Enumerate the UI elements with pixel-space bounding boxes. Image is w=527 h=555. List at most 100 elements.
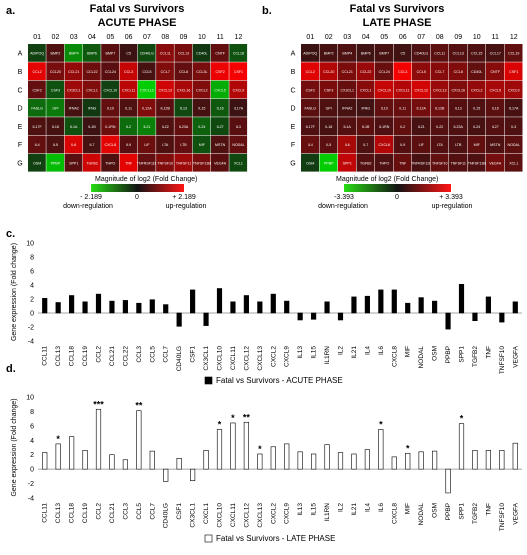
- heatmap-cell: [229, 153, 248, 172]
- cell-gene-label: IL4: [35, 143, 40, 147]
- row-label: B: [18, 69, 23, 76]
- cell-gene-label: CXCL13: [433, 88, 447, 92]
- scale-acute-min: - 2.189: [80, 194, 102, 201]
- significance-marker: ***: [93, 399, 104, 409]
- heatmap-cell: [174, 153, 193, 172]
- cell-gene-label: CD40L: [471, 70, 482, 74]
- cell-gene-label: CCL13: [453, 52, 464, 56]
- bar: [364, 449, 370, 470]
- heatmap-cell: [137, 135, 156, 154]
- y-axis-label: Gene expression (Fold change): [11, 243, 18, 341]
- bar: [445, 312, 451, 330]
- significance-marker: *: [379, 419, 383, 429]
- heatmap-cell: [356, 153, 375, 172]
- heatmap-cell: [319, 153, 338, 172]
- y-tick-label: 2: [30, 297, 34, 304]
- heatmap-cell: [449, 153, 467, 172]
- cell-gene-label: OSM: [306, 161, 314, 165]
- y-tick-label: -4: [28, 496, 34, 503]
- cell-gene-label: CCL21: [68, 70, 79, 74]
- heatmap-cell: [229, 98, 248, 117]
- heatmap-cell: [46, 62, 65, 81]
- cell-gene-label: CXCL10: [377, 88, 391, 92]
- heatmap-cell: [28, 80, 46, 99]
- x-tick-label: TNFSF10: [499, 346, 506, 375]
- heatmap-cell: [449, 98, 467, 117]
- y-tick-label: 6: [30, 269, 34, 276]
- bar: [109, 454, 115, 470]
- heatmap-cell: [229, 117, 248, 135]
- y-tick-label: 0: [30, 467, 34, 474]
- heatmap-cell: [156, 44, 174, 62]
- bar: [472, 450, 478, 470]
- x-tick-label: CCL21: [109, 346, 116, 367]
- y-tick-label: -4: [28, 339, 34, 346]
- x-tick-label: IL6: [378, 503, 385, 512]
- heatmap-cell: [28, 98, 46, 117]
- heatmap-cell: [319, 135, 338, 154]
- heatmap-cell: [504, 98, 523, 117]
- x-tick-label: CXCL8: [391, 346, 398, 367]
- y-tick-label: 8: [30, 255, 34, 262]
- legend-swatch: [204, 534, 213, 543]
- y-tick-label: -2: [28, 325, 34, 332]
- bar-chart-late: Gene expression (Fold change) -4 -2 0 2 4 6 8 10…: [11, 395, 522, 543]
- x-tick-label: CCL3: [136, 346, 143, 363]
- bar: [324, 301, 330, 314]
- heatmap-cell: [467, 98, 486, 117]
- cell-gene-label: IL7: [363, 143, 368, 147]
- x-tick-label: CCL19: [82, 346, 89, 367]
- panel-label-d: d.: [6, 363, 16, 375]
- cell-gene-label: IL23A: [454, 125, 464, 129]
- significance-marker: *: [460, 414, 464, 424]
- bar: [418, 297, 424, 314]
- heatmap-cell: [375, 80, 393, 99]
- cell-gene-label: IL5: [326, 143, 331, 147]
- cell-gene-label: TNFRSF11B: [137, 161, 158, 165]
- cell-gene-label: IL9: [126, 143, 131, 147]
- cell-gene-label: C5: [400, 52, 405, 56]
- cell-gene-label: CSF1: [509, 70, 518, 74]
- heatmap-cell: [356, 80, 375, 99]
- heatmap-cell: [301, 135, 319, 154]
- cell-gene-label: BMP2: [51, 52, 61, 56]
- cell-gene-label: CSF2: [216, 70, 225, 74]
- cell-gene-label: IL13: [455, 107, 462, 111]
- heatmap-cell: [412, 135, 430, 154]
- cell-gene-label: CXCL2: [471, 88, 483, 92]
- x-tick-label: CCL5: [149, 346, 156, 363]
- heatmap-cell: [46, 44, 65, 62]
- heatmap-cell: [192, 98, 211, 117]
- bar: [297, 451, 303, 470]
- x-tick-label: CXCL13: [257, 503, 264, 528]
- x-tick-label: IL15: [311, 503, 318, 516]
- x-tick-label: CCL18: [69, 503, 76, 524]
- x-tick-label: IL1RN: [324, 346, 331, 365]
- x-tick-label: CCL11: [42, 503, 49, 523]
- bar: [163, 468, 169, 482]
- x-tick-label: CXCL10: [217, 503, 224, 528]
- heatmap-cell: [375, 98, 393, 117]
- heatmap-cell: [64, 80, 83, 99]
- heatmap-cell: [356, 117, 375, 135]
- bar: [136, 410, 142, 470]
- cell-gene-label: LTB: [455, 143, 462, 147]
- cell-gene-label: CXCL8: [378, 143, 390, 147]
- heatmap-cell: [467, 117, 486, 135]
- cell-gene-label: CCL7: [435, 70, 444, 74]
- heatmap-cell: [229, 44, 248, 62]
- cell-gene-label: IL12B: [161, 107, 171, 111]
- cell-gene-label: CCL2: [33, 70, 42, 74]
- heatmap-cell: [301, 117, 319, 135]
- cell-gene-label: MIF: [474, 143, 481, 147]
- heatmap-cell: [82, 62, 101, 81]
- heatmap-cell: [486, 44, 504, 62]
- heatmap-cell: [430, 135, 449, 154]
- heatmap-cell: [211, 153, 229, 172]
- cell-gene-label: SPP1: [343, 161, 352, 165]
- y-tick-label: 8: [30, 409, 34, 416]
- cell-gene-label: VEGFA: [489, 161, 502, 165]
- cell-gene-label: SPP1: [69, 161, 78, 165]
- cell-gene-label: IL2: [400, 125, 405, 129]
- cell-gene-label: CX3CL1: [67, 88, 81, 92]
